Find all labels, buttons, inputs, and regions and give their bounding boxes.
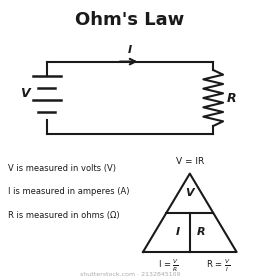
Text: I is measured in amperes (A): I is measured in amperes (A)	[8, 187, 129, 196]
Text: Ohm's Law: Ohm's Law	[75, 11, 185, 29]
Text: R is measured in ohms (Ω): R is measured in ohms (Ω)	[8, 211, 119, 220]
Text: V is measured in volts (V): V is measured in volts (V)	[8, 164, 116, 172]
Text: I: I	[128, 45, 132, 55]
Text: shutterstock.com · 2132845109: shutterstock.com · 2132845109	[80, 272, 180, 277]
Text: V = IR: V = IR	[176, 157, 204, 166]
Text: R: R	[197, 227, 206, 237]
Text: V: V	[185, 188, 194, 198]
Text: I = $\frac{V}{R}$: I = $\frac{V}{R}$	[158, 258, 180, 274]
Text: I: I	[176, 227, 180, 237]
Text: R = $\frac{V}{I}$: R = $\frac{V}{I}$	[206, 258, 231, 274]
Text: R: R	[226, 92, 236, 104]
Text: V: V	[20, 87, 30, 100]
